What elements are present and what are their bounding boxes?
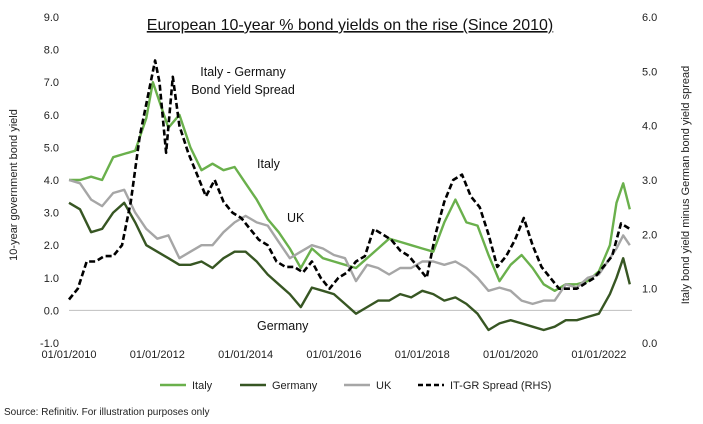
y-right-tick-label: 6.0 <box>642 12 657 24</box>
annotation-spread-line1: Italy - Germany <box>200 65 286 79</box>
annotation-uk: UK <box>287 211 305 225</box>
chart-title: European 10-year % bond yields on the ri… <box>147 17 553 34</box>
y-left-tick-label: -1.0 <box>40 338 59 350</box>
x-tick-label: 01/01/2018 <box>395 349 450 361</box>
y-left-tick-label: 1.0 <box>44 273 59 285</box>
y-left-tick-label: 9.0 <box>44 12 59 24</box>
y-left-tick-label: 5.0 <box>44 142 59 154</box>
annotation-germany: Germany <box>257 319 309 333</box>
annotation-spread-line2: Bond Yield Spread <box>191 83 295 97</box>
x-tick-label: 01/01/2010 <box>41 349 96 361</box>
series-line-uk <box>68 178 631 306</box>
y-right-tick-label: 0.0 <box>642 338 657 350</box>
y-right-tick-label: 1.0 <box>642 284 657 296</box>
y-left-tick-label: 6.0 <box>44 110 59 122</box>
source-note: Source: Refinitiv. For illustration purp… <box>4 407 210 418</box>
y-left-tick-label: 3.0 <box>44 208 59 220</box>
y-left-tick-label: 4.0 <box>44 175 59 187</box>
y-right-tick-label: 2.0 <box>642 229 657 241</box>
legend: Italy Germany UK IT-GR Spread (RHS) <box>160 380 551 392</box>
y-axis-right-label: Italy bond yield minus German bond yield… <box>680 66 692 304</box>
x-tick-label: 01/01/2012 <box>130 349 185 361</box>
x-tick-label: 01/01/2014 <box>218 349 273 361</box>
legend-label: IT-GR Spread (RHS) <box>450 380 551 392</box>
legend-label: UK <box>376 380 392 392</box>
annotation-italy: Italy <box>257 157 281 171</box>
series-line-it-gr-spread-rhs <box>67 59 631 301</box>
y-left-tick-label: 0.0 <box>44 305 59 317</box>
series-line-italy <box>69 80 631 292</box>
x-tick-label: 01/01/2022 <box>571 349 626 361</box>
y-left-tick-label: 2.0 <box>44 240 59 252</box>
y-right-tick-label: 4.0 <box>642 121 657 133</box>
y-axis-left-label: 10-year government bond yield <box>8 109 20 261</box>
y-right-tick-label: 3.0 <box>642 175 657 187</box>
y-right-tick-label: 5.0 <box>642 66 657 78</box>
legend-label: Italy <box>192 380 213 392</box>
x-tick-label: 01/01/2016 <box>306 349 361 361</box>
legend-label: Germany <box>272 380 318 392</box>
y-left-tick-label: 7.0 <box>44 77 59 89</box>
y-left-tick-label: 8.0 <box>44 45 59 57</box>
series-line-germany <box>68 201 631 332</box>
x-tick-label: 01/01/2020 <box>483 349 538 361</box>
